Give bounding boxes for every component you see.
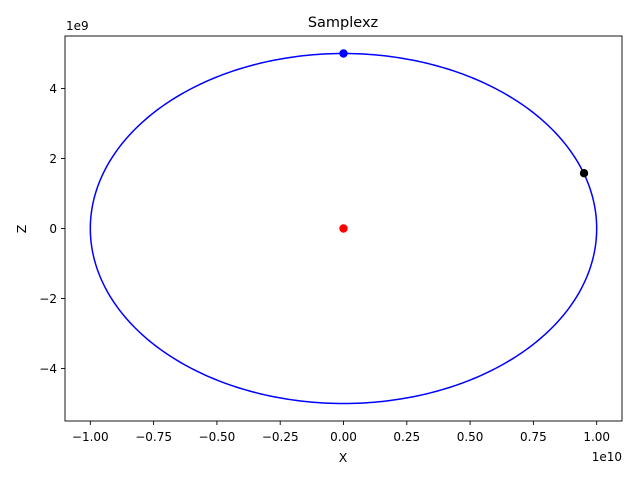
y-axis-label: Z	[14, 225, 29, 234]
x-tick-label: 1.00	[583, 430, 610, 444]
x-axis-ticks: −1.00 −0.75 −0.50 −0.25 0.00 0.25 0.50 0.75 1.00	[72, 421, 610, 444]
x-axis-offset-text: 1e10	[592, 450, 622, 464]
points-layer	[339, 49, 589, 233]
data-point-1	[339, 224, 348, 233]
orbit-layer	[89, 52, 598, 405]
x-axis-label: X	[339, 450, 348, 465]
chart-title: Samplexz	[308, 15, 378, 31]
y-tick-label: −4	[39, 362, 57, 376]
x-tick-label: −0.50	[199, 430, 236, 444]
x-tick-label: 0.75	[520, 430, 547, 444]
x-tick-label: −0.75	[135, 430, 172, 444]
y-axis-ticks: −4 −2 0 2 4	[39, 82, 65, 376]
y-tick-label: 4	[49, 82, 57, 96]
y-axis-offset-text: 1e9	[66, 19, 89, 33]
y-tick-label: −2	[39, 292, 57, 306]
data-point-2	[339, 49, 348, 58]
y-tick-label: 0	[49, 222, 57, 236]
x-tick-label: 0.00	[330, 430, 357, 444]
y-tick-label: 2	[49, 152, 57, 166]
x-tick-label: −0.25	[262, 430, 299, 444]
orbit-path	[89, 52, 598, 405]
x-tick-label: 0.50	[457, 430, 484, 444]
data-point-3	[579, 169, 589, 178]
x-tick-label: 0.25	[393, 430, 420, 444]
x-tick-label: −1.00	[72, 430, 109, 444]
